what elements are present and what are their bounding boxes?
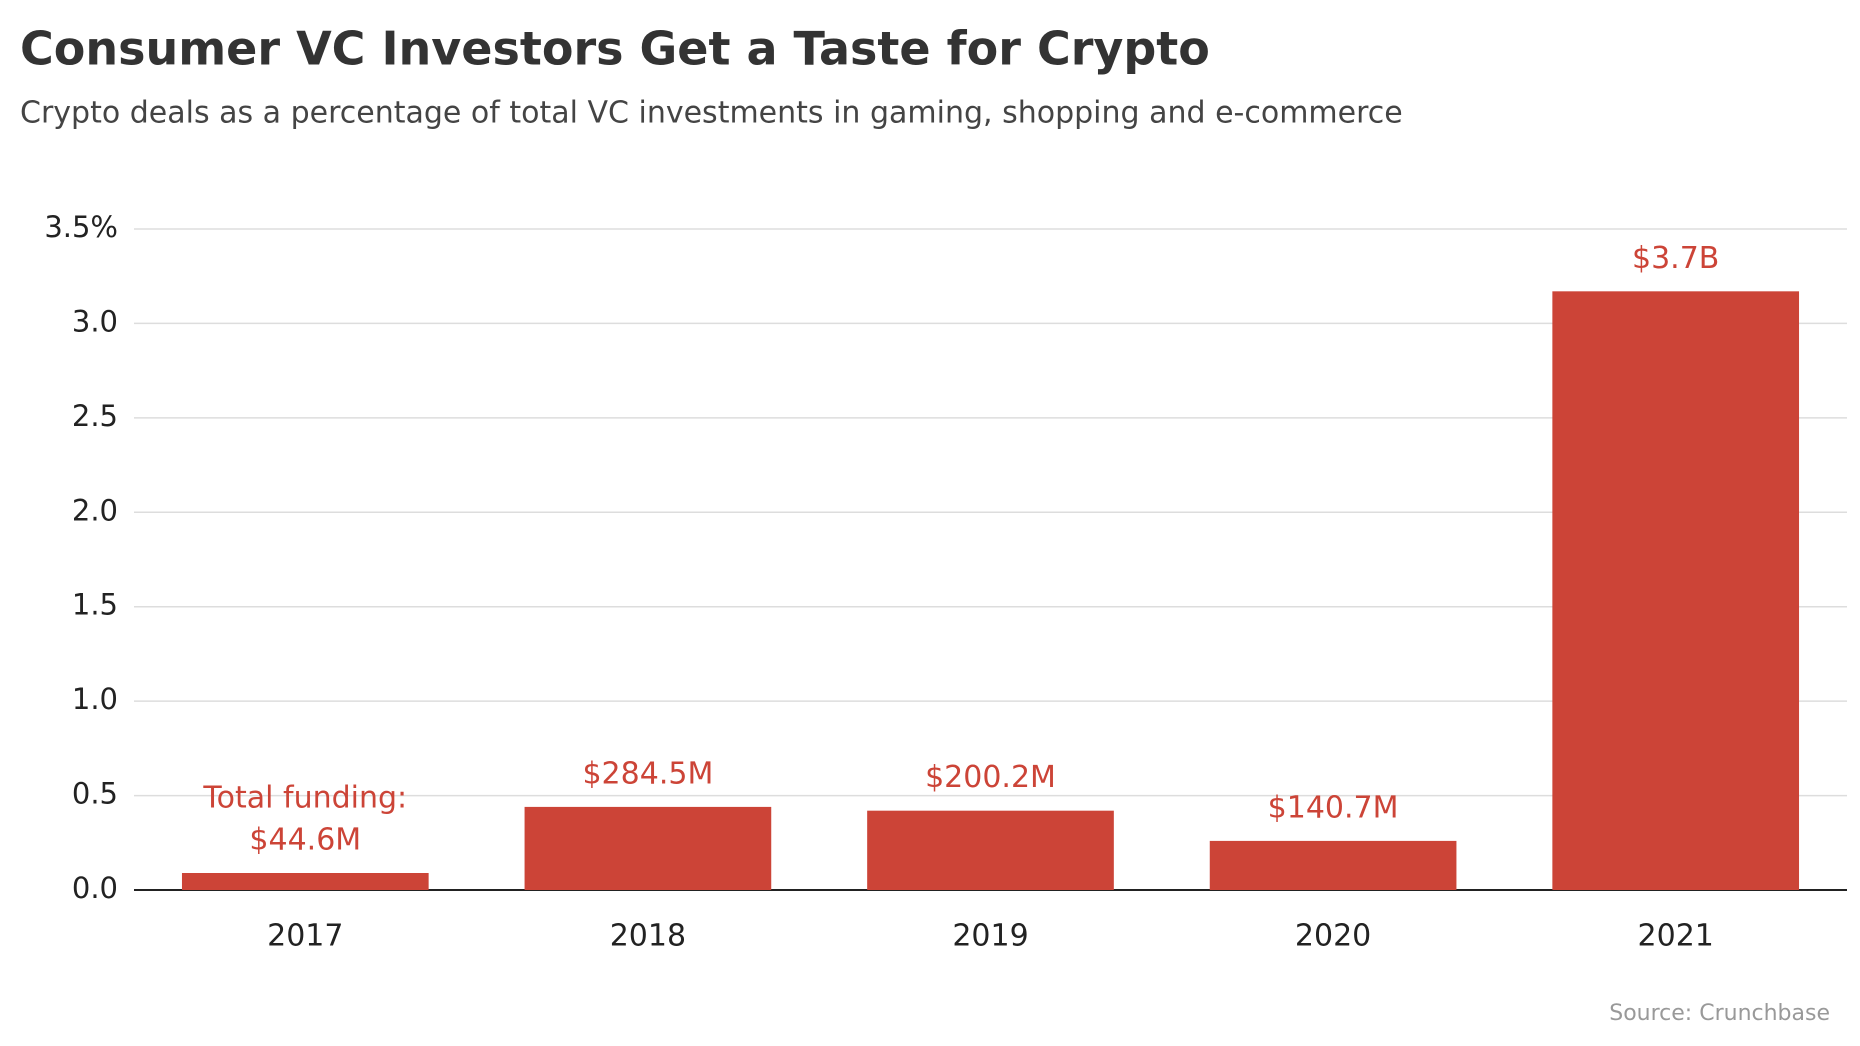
y-tick-label: 0.0 (72, 871, 118, 905)
x-tick-label: 2018 (610, 919, 686, 954)
funding-label: $3.7B (1632, 241, 1719, 276)
bar (1552, 291, 1800, 890)
funding-label: $284.5M (582, 756, 713, 791)
chart-subtitle: Crypto deals as a percentage of total VC… (20, 96, 1403, 131)
bar (524, 806, 772, 890)
y-tick-label: 1.0 (72, 682, 118, 716)
x-tick-label: 2019 (952, 919, 1028, 954)
bar (181, 873, 429, 890)
bar (1209, 840, 1457, 890)
x-tick-label: 2017 (267, 919, 343, 954)
funding-label: $200.2M (925, 760, 1056, 795)
funding-label: $44.6M (249, 823, 361, 858)
y-tick-label: 1.5 (72, 588, 118, 622)
x-tick-label: 2020 (1295, 919, 1371, 954)
y-tick-label: 2.5 (72, 399, 118, 433)
x-tick-label: 2021 (1638, 919, 1714, 954)
y-tick-label: 0.5 (72, 777, 118, 811)
y-tick-label: 3.5% (44, 210, 118, 244)
bar (867, 810, 1114, 890)
y-tick-label: 2.0 (72, 493, 118, 527)
funding-label: $140.7M (1268, 790, 1399, 825)
source: Source: Crunchbase (1609, 1001, 1830, 1026)
y-tick-label: 3.0 (72, 304, 118, 338)
chart-title: Consumer VC Investors Get a Taste for Cr… (20, 22, 1210, 76)
funding-prefix: Total funding: (202, 781, 407, 816)
